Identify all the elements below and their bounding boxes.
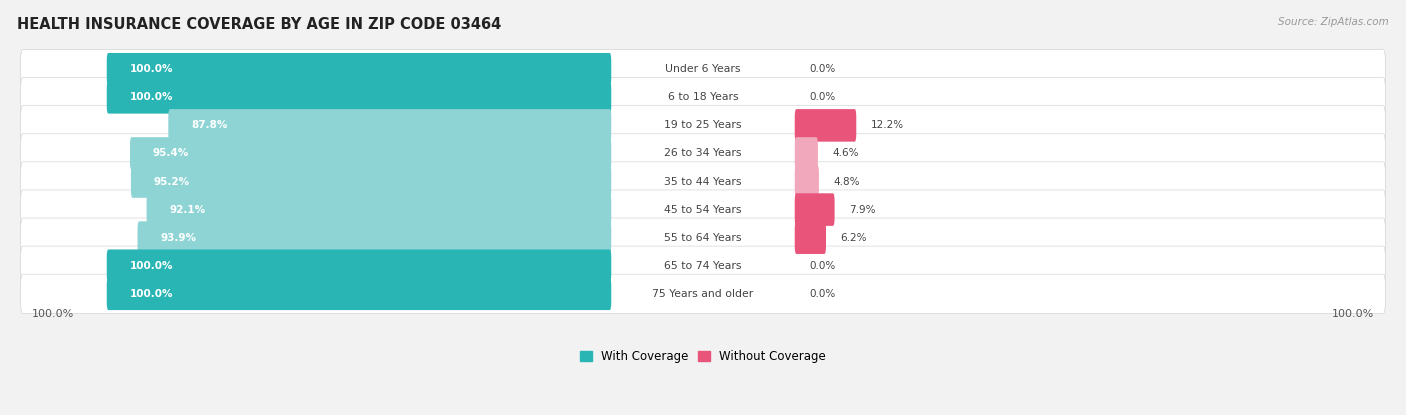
Text: 35 to 44 Years: 35 to 44 Years <box>664 176 742 186</box>
Text: 75 Years and older: 75 Years and older <box>652 289 754 299</box>
FancyBboxPatch shape <box>21 274 1385 313</box>
FancyBboxPatch shape <box>794 193 835 226</box>
Text: 100.0%: 100.0% <box>129 289 173 299</box>
Text: 45 to 54 Years: 45 to 54 Years <box>664 205 742 215</box>
FancyBboxPatch shape <box>21 246 1385 286</box>
Text: Under 6 Years: Under 6 Years <box>665 64 741 74</box>
FancyBboxPatch shape <box>794 165 818 198</box>
Legend: With Coverage, Without Coverage: With Coverage, Without Coverage <box>575 345 831 368</box>
FancyBboxPatch shape <box>21 162 1385 201</box>
Text: 55 to 64 Years: 55 to 64 Years <box>664 233 742 243</box>
FancyBboxPatch shape <box>21 50 1385 89</box>
Text: 100.0%: 100.0% <box>32 309 75 319</box>
FancyBboxPatch shape <box>794 109 856 142</box>
Text: Source: ZipAtlas.com: Source: ZipAtlas.com <box>1278 17 1389 27</box>
Text: 4.6%: 4.6% <box>832 149 859 159</box>
Text: 93.9%: 93.9% <box>160 233 197 243</box>
Text: 6 to 18 Years: 6 to 18 Years <box>668 92 738 103</box>
Text: 100.0%: 100.0% <box>129 261 173 271</box>
FancyBboxPatch shape <box>794 137 818 170</box>
Text: 7.9%: 7.9% <box>849 205 876 215</box>
FancyBboxPatch shape <box>169 109 612 142</box>
Text: 0.0%: 0.0% <box>808 289 835 299</box>
FancyBboxPatch shape <box>21 218 1385 257</box>
Text: 26 to 34 Years: 26 to 34 Years <box>664 149 742 159</box>
Text: 0.0%: 0.0% <box>808 64 835 74</box>
Text: 6.2%: 6.2% <box>841 233 868 243</box>
Text: 92.1%: 92.1% <box>170 205 205 215</box>
FancyBboxPatch shape <box>21 134 1385 173</box>
FancyBboxPatch shape <box>146 193 612 226</box>
FancyBboxPatch shape <box>131 165 612 198</box>
Text: 65 to 74 Years: 65 to 74 Years <box>664 261 742 271</box>
FancyBboxPatch shape <box>21 190 1385 229</box>
FancyBboxPatch shape <box>21 78 1385 117</box>
Text: 100.0%: 100.0% <box>129 64 173 74</box>
Text: 95.4%: 95.4% <box>153 149 190 159</box>
Text: 19 to 25 Years: 19 to 25 Years <box>664 120 742 130</box>
Text: 87.8%: 87.8% <box>191 120 228 130</box>
Text: 95.2%: 95.2% <box>153 176 190 186</box>
Text: 0.0%: 0.0% <box>808 92 835 103</box>
FancyBboxPatch shape <box>138 221 612 254</box>
Text: 12.2%: 12.2% <box>870 120 904 130</box>
Text: 4.8%: 4.8% <box>834 176 860 186</box>
FancyBboxPatch shape <box>129 137 612 170</box>
FancyBboxPatch shape <box>107 249 612 282</box>
FancyBboxPatch shape <box>794 221 825 254</box>
Text: 0.0%: 0.0% <box>808 261 835 271</box>
FancyBboxPatch shape <box>107 53 612 85</box>
FancyBboxPatch shape <box>21 106 1385 145</box>
FancyBboxPatch shape <box>107 81 612 114</box>
Text: 100.0%: 100.0% <box>129 92 173 103</box>
FancyBboxPatch shape <box>107 278 612 310</box>
Text: 100.0%: 100.0% <box>1331 309 1374 319</box>
Text: HEALTH INSURANCE COVERAGE BY AGE IN ZIP CODE 03464: HEALTH INSURANCE COVERAGE BY AGE IN ZIP … <box>17 17 501 32</box>
